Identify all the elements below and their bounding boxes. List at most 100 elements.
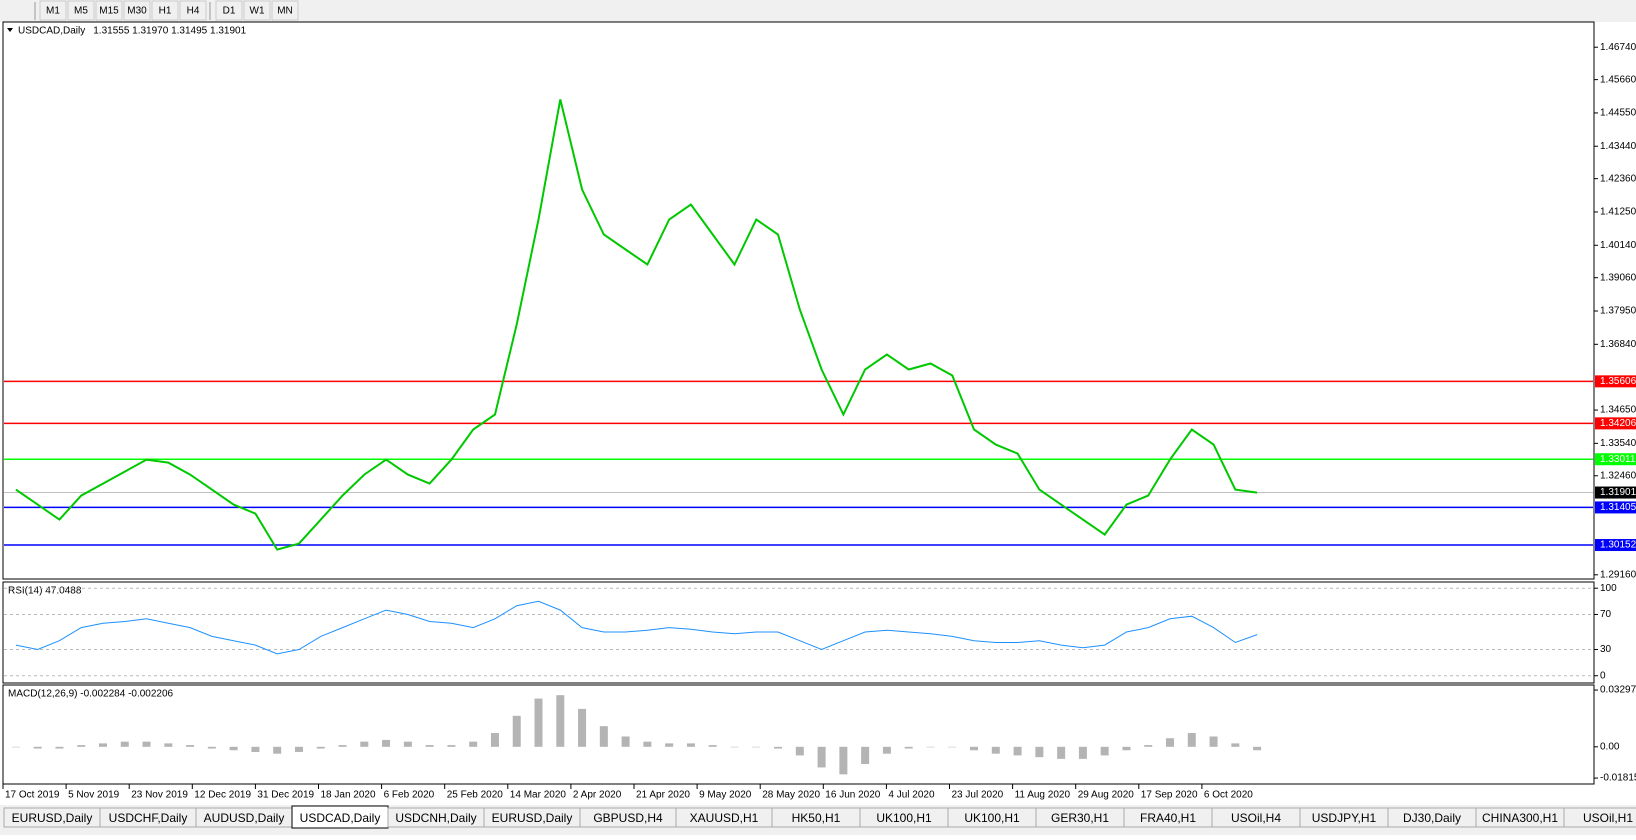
y-tick-label: 1.37950 (1600, 306, 1636, 317)
histogram-bar (338, 745, 347, 747)
histogram-bar (1187, 733, 1196, 747)
chart-tab-label[interactable]: GER30,H1 (1051, 811, 1109, 825)
histogram-bar (490, 733, 499, 747)
level-label-bg (1595, 539, 1636, 552)
x-tick-label: 16 Jun 2020 (825, 790, 880, 801)
histogram-bar (229, 746, 238, 751)
timeframe-button[interactable] (123, 0, 151, 21)
histogram-bar (1078, 746, 1087, 759)
y-tick-label: 100 (1600, 583, 1617, 594)
chart-tab-label[interactable]: UK100,H1 (964, 811, 1020, 825)
chart-tab-label[interactable]: USOil,H4 (1231, 811, 1281, 825)
y-tick-label: 1.45660 (1600, 74, 1636, 85)
histogram-bar (1100, 746, 1109, 756)
level-label: 1.33011 (1600, 454, 1636, 465)
histogram-bar (469, 741, 478, 747)
timeframe-button[interactable] (179, 0, 207, 21)
y-tick-label: 30 (1600, 644, 1612, 655)
histogram-bar (33, 746, 42, 749)
histogram-bar (1144, 745, 1153, 747)
chart-tab-label[interactable]: XAUUSD,H1 (690, 811, 759, 825)
y-tick-label: 0 (1600, 670, 1606, 681)
timeframe-label[interactable]: M1 (46, 6, 60, 17)
histogram-bar (186, 745, 195, 747)
timeframe-button[interactable] (67, 0, 95, 21)
level-label-bg (1595, 417, 1636, 430)
y-tick-label: 1.40140 (1600, 240, 1636, 251)
x-tick-label: 14 Mar 2020 (510, 790, 567, 801)
timeframe-button[interactable] (95, 0, 123, 21)
timeframe-label[interactable]: MN (277, 6, 293, 17)
chart-tab-label[interactable]: USOil,H1 (1583, 811, 1633, 825)
chart-tab-label[interactable]: DJ30,Daily (1403, 811, 1461, 825)
histogram-bar (534, 698, 543, 747)
x-tick-label: 12 Dec 2019 (194, 790, 251, 801)
x-tick-label: 6 Feb 2020 (384, 790, 435, 801)
chart-tab-label[interactable]: USDCAD,Daily (300, 811, 381, 825)
y-tick-label: 1.44550 (1600, 108, 1636, 119)
price-panel (2, 21, 1595, 580)
x-tick-label: 23 Jul 2020 (952, 790, 1004, 801)
chart-tab-label[interactable]: FRA40,H1 (1140, 811, 1196, 825)
histogram-bar (556, 695, 565, 747)
histogram-bar (991, 746, 1000, 754)
x-tick-label: 5 Nov 2019 (68, 790, 120, 801)
level-label-bg (1595, 501, 1636, 514)
histogram-bar (1231, 743, 1240, 747)
y-tick-label: 0.00 (1600, 741, 1620, 752)
x-tick-label: 18 Jan 2020 (321, 790, 376, 801)
timeframe-label[interactable]: D1 (223, 6, 236, 17)
histogram-bar (686, 743, 695, 747)
timeframe-button[interactable] (39, 0, 67, 21)
chart-tab[interactable] (1563, 807, 1636, 828)
chart-tab-label[interactable]: EURUSD,Daily (12, 811, 93, 825)
histogram-bar (817, 746, 826, 768)
timeframe-label[interactable]: H1 (159, 6, 172, 17)
timeframe-label[interactable]: W1 (250, 6, 265, 17)
chart-tab-label[interactable]: HK50,H1 (792, 811, 841, 825)
chart-tab-label[interactable]: AUDUSD,Daily (204, 811, 285, 825)
y-tick-label: 0.032972 (1600, 685, 1636, 696)
histogram-bar (839, 746, 848, 775)
histogram-bar (578, 708, 587, 747)
histogram-bar (251, 746, 260, 752)
y-tick-label: 1.34650 (1600, 405, 1636, 416)
chart-tab-label[interactable]: USDJPY,H1 (1312, 811, 1377, 825)
histogram-bar (708, 745, 717, 747)
rsi-panel (2, 581, 1595, 684)
level-label-bg (1595, 486, 1636, 499)
chart-tab-label[interactable]: EURUSD,Daily (492, 811, 573, 825)
chart-tab-label[interactable]: CHINA300,H1 (1482, 811, 1558, 825)
histogram-bar (1209, 736, 1218, 747)
macd-panel (2, 684, 1595, 785)
histogram-bar (948, 746, 957, 748)
timeframe-label[interactable]: M15 (99, 6, 119, 17)
chart-tab-label[interactable]: USDCHF,Daily (109, 811, 188, 825)
timeframe-button[interactable] (243, 0, 271, 21)
y-tick-label: 70 (1600, 609, 1612, 620)
timeframe-label[interactable]: M30 (127, 6, 147, 17)
level-label-bg (1595, 375, 1636, 388)
x-tick-label: 25 Feb 2020 (447, 790, 504, 801)
price-line (15, 99, 1258, 551)
histogram-bar (1057, 746, 1066, 759)
x-tick-label: 31 Dec 2019 (257, 790, 314, 801)
timeframe-label[interactable]: M5 (74, 6, 88, 17)
timeframe-button[interactable] (151, 0, 179, 21)
histogram-bar (120, 741, 129, 747)
y-tick-label: 1.42360 (1600, 173, 1636, 184)
level-label: 1.35606 (1600, 376, 1636, 387)
histogram-bar (1122, 746, 1131, 751)
timeframe-label[interactable]: H4 (187, 6, 200, 17)
histogram-bar (599, 726, 608, 747)
y-tick-label: 1.39060 (1600, 272, 1636, 283)
x-tick-label: 9 May 2020 (699, 790, 752, 801)
x-tick-label: 2 Apr 2020 (573, 790, 622, 801)
timeframe-button[interactable] (215, 0, 243, 21)
timeframe-button[interactable] (271, 0, 299, 21)
y-tick-label: 1.36840 (1600, 339, 1636, 350)
chart-tab-label[interactable]: GBPUSD,H4 (593, 811, 663, 825)
chart-tab-label[interactable]: UK100,H1 (876, 811, 932, 825)
chart-tab-label[interactable]: USDCNH,Daily (395, 811, 476, 825)
